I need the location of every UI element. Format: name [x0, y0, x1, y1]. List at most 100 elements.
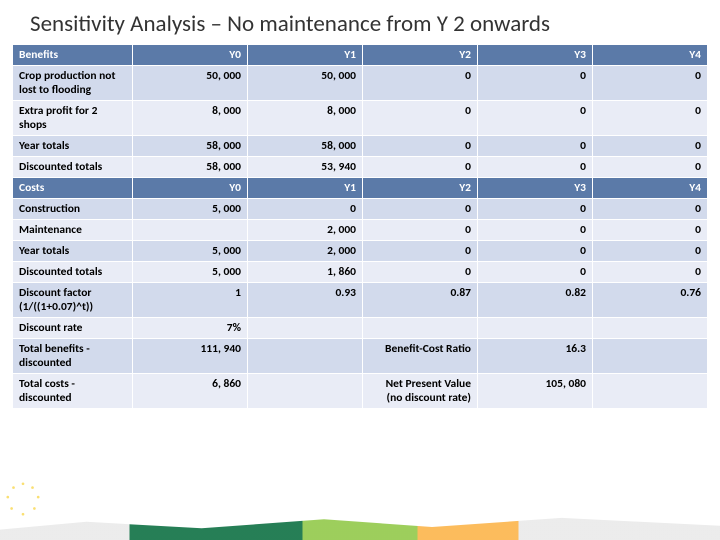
cell: 0 — [363, 101, 478, 136]
cell: 1 — [133, 283, 248, 318]
cell-bcr-value: 16.3 — [478, 339, 593, 374]
cell — [478, 318, 593, 339]
row-label: Discounted totals — [13, 157, 133, 178]
cell: 53, 940 — [248, 157, 363, 178]
cell: 0 — [593, 262, 708, 283]
cell: 50, 000 — [248, 66, 363, 101]
row-label: Extra profit for 2 shops — [13, 101, 133, 136]
row-label: Year totals — [13, 241, 133, 262]
cell: 2, 000 — [248, 241, 363, 262]
row-label: Year totals — [13, 136, 133, 157]
cell: 0 — [593, 136, 708, 157]
cell: 5, 000 — [133, 262, 248, 283]
cell: 0 — [593, 157, 708, 178]
col-y1: Y1 — [248, 45, 363, 66]
cell: 2, 000 — [248, 220, 363, 241]
cell: 0 — [248, 199, 363, 220]
row-maintenance: Maintenance 2, 000 0 0 0 — [13, 220, 708, 241]
benefits-header-label: Benefits — [13, 45, 133, 66]
row-label: Total costs - discounted — [13, 374, 133, 409]
cell: 0 — [478, 136, 593, 157]
cell: 0 — [363, 66, 478, 101]
row-total-cost-disc: Total costs - discounted 6, 860 Net Pres… — [13, 374, 708, 409]
cell: 0 — [478, 262, 593, 283]
cell: 0 — [478, 66, 593, 101]
cell: 0 — [593, 101, 708, 136]
row-label: Crop production not lost to flooding — [13, 66, 133, 101]
cell: 0 — [593, 66, 708, 101]
cell — [363, 318, 478, 339]
row-discount-factor: Discount factor (1/((1+0.07)^t)) 1 0.93 … — [13, 283, 708, 318]
row-discount-rate: Discount rate 7% — [13, 318, 708, 339]
cell: 0 — [363, 199, 478, 220]
row-total-ben-disc: Total benefits - discounted 111, 940 Ben… — [13, 339, 708, 374]
cell-npv-label: Net Present Value (no discount rate) — [363, 374, 478, 409]
cell: 0 — [478, 241, 593, 262]
footer-wave-icon — [0, 514, 720, 540]
cell: 1, 860 — [248, 262, 363, 283]
row-label: Total benefits - discounted — [13, 339, 133, 374]
row-crop: Crop production not lost to flooding 50,… — [13, 66, 708, 101]
sensitivity-table-wrap: Benefits Y0 Y1 Y2 Y3 Y4 Crop production … — [0, 44, 720, 409]
cell: 0 — [363, 136, 478, 157]
cell: 58, 000 — [133, 136, 248, 157]
col-y3: Y3 — [478, 45, 593, 66]
cell: 8, 000 — [133, 101, 248, 136]
cell: 0.87 — [363, 283, 478, 318]
row-extra-profit: Extra profit for 2 shops 8, 000 8, 000 0… — [13, 101, 708, 136]
cell: 0 — [478, 101, 593, 136]
row-label: Discount factor (1/((1+0.07)^t)) — [13, 283, 133, 318]
cell: 0 — [363, 262, 478, 283]
cell — [248, 339, 363, 374]
col-y1: Y1 — [248, 178, 363, 199]
cell: 0 — [363, 220, 478, 241]
col-y4: Y4 — [593, 45, 708, 66]
col-y0: Y0 — [133, 45, 248, 66]
cell: 111, 940 — [133, 339, 248, 374]
row-cost-year-totals: Year totals 5, 000 2, 000 0 0 0 — [13, 241, 708, 262]
page-title: Sensitivity Analysis – No maintenance fr… — [0, 0, 720, 44]
costs-header-row: Costs Y0 Y1 Y2 Y3 Y4 — [13, 178, 708, 199]
cell: 6, 860 — [133, 374, 248, 409]
cell: 0.76 — [593, 283, 708, 318]
col-y0: Y0 — [133, 178, 248, 199]
cell — [133, 220, 248, 241]
cell: 0 — [478, 157, 593, 178]
row-label: Discount rate — [13, 318, 133, 339]
cell: 58, 000 — [248, 136, 363, 157]
col-y4: Y4 — [593, 178, 708, 199]
row-cost-disc-totals: Discounted totals 5, 000 1, 860 0 0 0 — [13, 262, 708, 283]
cell: 0 — [593, 241, 708, 262]
row-label: Construction — [13, 199, 133, 220]
costs-header-label: Costs — [13, 178, 133, 199]
cell — [248, 318, 363, 339]
row-ben-disc-totals: Discounted totals 58, 000 53, 940 0 0 0 — [13, 157, 708, 178]
benefits-header-row: Benefits Y0 Y1 Y2 Y3 Y4 — [13, 45, 708, 66]
cell: 0 — [363, 241, 478, 262]
cell: 0 — [478, 220, 593, 241]
row-label: Discounted totals — [13, 262, 133, 283]
cell: 5, 000 — [133, 241, 248, 262]
cell — [593, 339, 708, 374]
eu-stars-icon — [4, 480, 42, 518]
cell-bcr-label: Benefit-Cost Ratio — [363, 339, 478, 374]
col-y2: Y2 — [363, 178, 478, 199]
cell: 0 — [593, 199, 708, 220]
cell: 8, 000 — [248, 101, 363, 136]
cell-npv-value: 105, 080 — [478, 374, 593, 409]
cell: 0 — [593, 220, 708, 241]
cell: 58, 000 — [133, 157, 248, 178]
row-label: Maintenance — [13, 220, 133, 241]
row-construction: Construction 5, 000 0 0 0 0 — [13, 199, 708, 220]
cell: 0 — [478, 199, 593, 220]
cell — [248, 374, 363, 409]
cell: 5, 000 — [133, 199, 248, 220]
cell: 7% — [133, 318, 248, 339]
cell — [593, 318, 708, 339]
col-y2: Y2 — [363, 45, 478, 66]
row-ben-year-totals: Year totals 58, 000 58, 000 0 0 0 — [13, 136, 708, 157]
cell: 0.93 — [248, 283, 363, 318]
cell: 0.82 — [478, 283, 593, 318]
cell: 0 — [363, 157, 478, 178]
col-y3: Y3 — [478, 178, 593, 199]
